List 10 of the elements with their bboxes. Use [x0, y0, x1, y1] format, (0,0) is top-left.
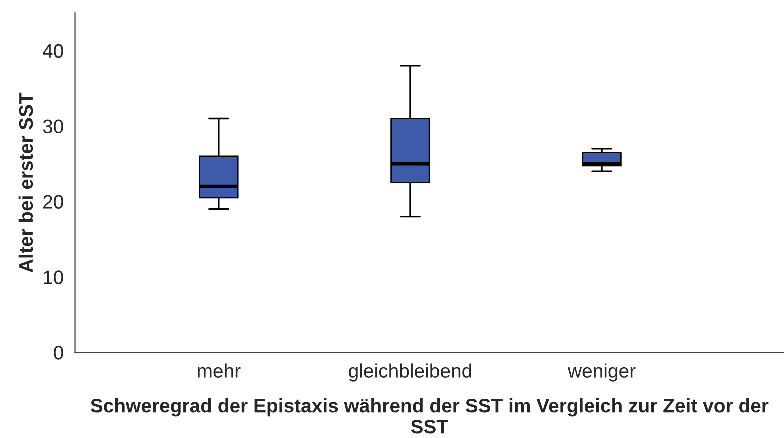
y-axis-title: Alter bei erster SST [18, 92, 34, 273]
x-tick-label: mehr [198, 364, 241, 378]
y-tick-label: 40 [42, 44, 64, 58]
y-tick-label: 30 [43, 120, 64, 134]
x-tick-label: gleichbleibend [349, 364, 472, 382]
y-tick-label: 20 [44, 195, 64, 209]
x-tick-label: weniger [568, 364, 636, 382]
x-axis-title: Schweregrad der Epistaxis während der SST im Vergleich zur Zeit vor der SST [90, 398, 769, 434]
y-tick-label: 0 [54, 346, 64, 360]
y-tick-label: 10 [44, 270, 64, 284]
